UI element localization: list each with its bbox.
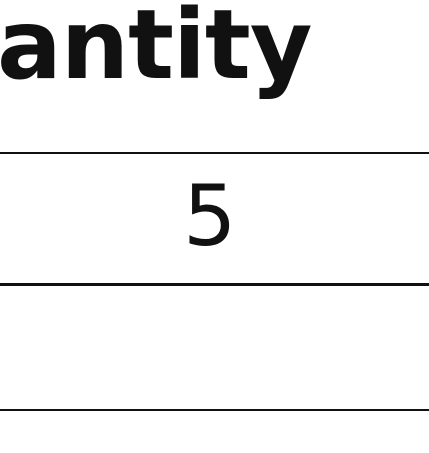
table-row [0,286,429,409]
row-divider [0,283,429,286]
header-divider [0,152,429,154]
row-divider [0,409,429,411]
column-header-quantity: antity [0,0,312,101]
quantity-value: 5 [183,167,237,265]
column-header-cell: antity [0,0,429,130]
